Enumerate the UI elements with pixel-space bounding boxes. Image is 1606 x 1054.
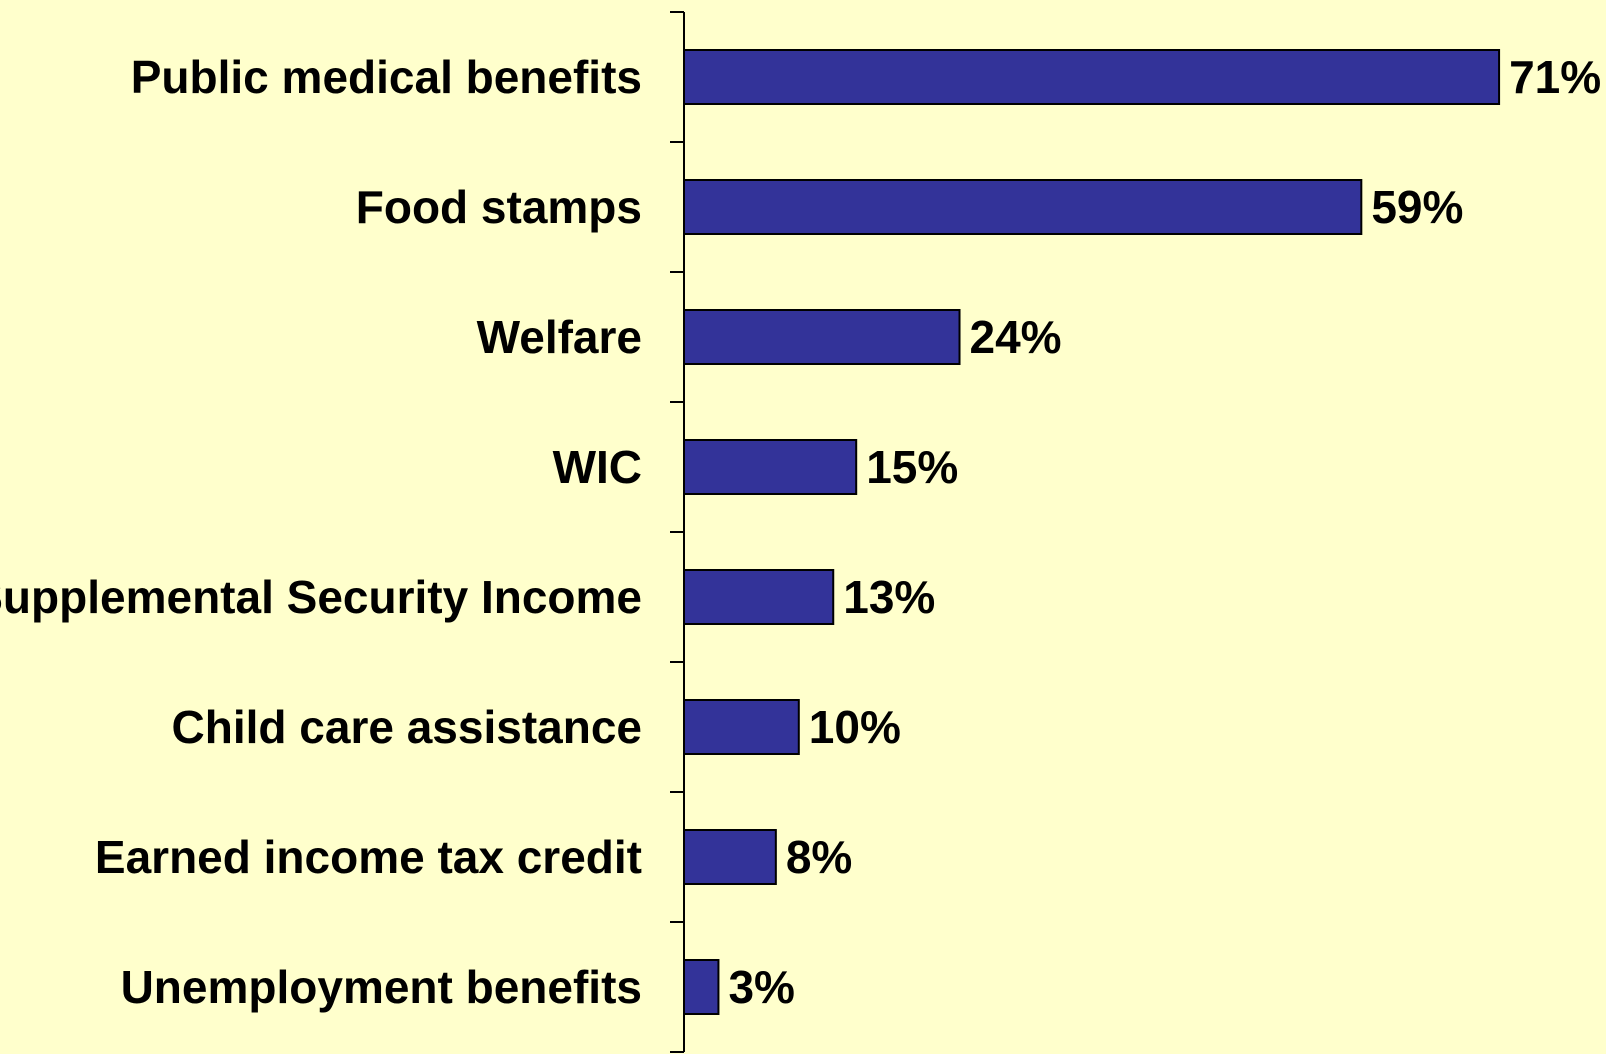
category-label: Supplemental Security Income	[0, 571, 642, 623]
category-label: Unemployment benefits	[121, 961, 642, 1013]
value-label: 3%	[728, 961, 794, 1013]
bar-8	[683, 959, 720, 1015]
category-label: Food stamps	[356, 181, 642, 233]
category-label: WIC	[553, 441, 642, 493]
value-label: 10%	[809, 701, 901, 753]
value-label: 15%	[866, 441, 958, 493]
labels-layer: Public medical benefits 71% Food stamps 59%…	[0, 51, 1601, 1013]
bar-2	[683, 179, 1363, 235]
bars-layer	[683, 49, 1501, 1015]
bar-1	[683, 49, 1501, 105]
category-label: Earned income tax credit	[95, 831, 642, 883]
value-label: 24%	[970, 311, 1062, 363]
bar-4	[683, 439, 858, 495]
value-label: 13%	[843, 571, 935, 623]
bar-6	[683, 699, 800, 755]
bar-7	[683, 829, 777, 885]
value-label: 71%	[1509, 51, 1601, 103]
category-label: Welfare	[477, 311, 642, 363]
category-label: Public medical benefits	[131, 51, 642, 103]
category-axis	[670, 11, 685, 1053]
category-label: Child care assistance	[172, 701, 642, 753]
bar-5	[683, 569, 835, 625]
value-label: 8%	[786, 831, 852, 883]
bar-3	[683, 309, 961, 365]
value-label: 59%	[1371, 181, 1463, 233]
